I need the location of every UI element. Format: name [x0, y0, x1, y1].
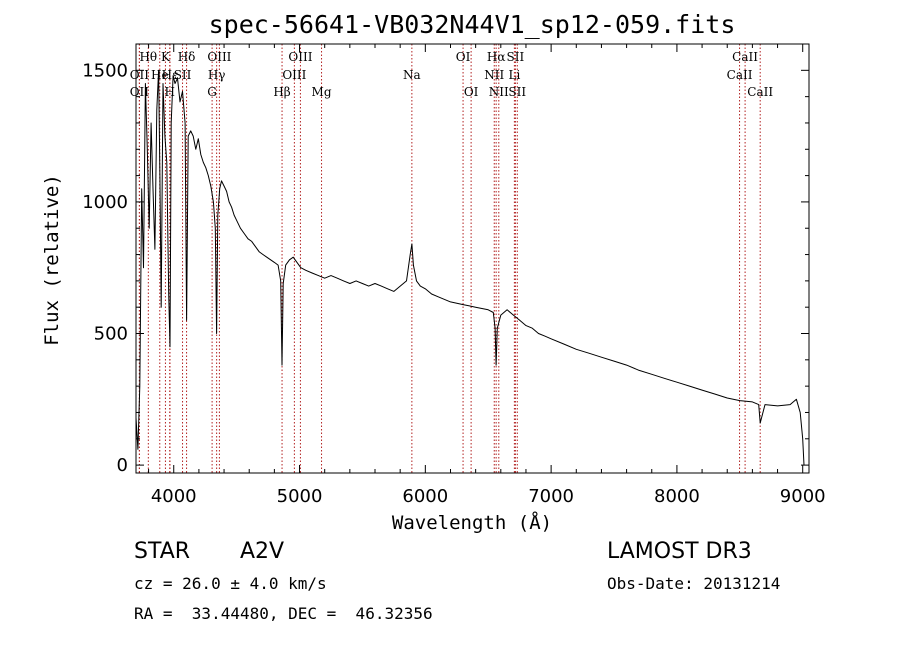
spectral-line-label: CaII — [732, 50, 758, 64]
chart-title: spec-56641-VB032N44V1_sp12-059.fits — [209, 10, 736, 39]
spectral-line-label: SII — [508, 85, 526, 99]
spectral-line-label: NII — [489, 85, 509, 99]
x-axis-ticks: 4000 5000 6000 7000 8000 9000 — [148, 44, 826, 507]
spectral-line-label: OII — [130, 85, 150, 99]
x-tick-label: 6000 — [402, 486, 448, 507]
spectrum-line — [135, 69, 805, 466]
spectral-line-label: Na — [403, 68, 421, 82]
plot-frame — [135, 43, 810, 474]
y-tick-label: 0 — [117, 455, 128, 476]
spectral-line-label: OII — [130, 68, 150, 82]
redshift-readout: cz = 26.0 ± 4.0 km/s — [134, 574, 327, 593]
spectral-line-markers — [138, 44, 761, 473]
spectral-line-label: Hδ — [178, 50, 196, 64]
y-axis-label: Flux (relative) — [41, 174, 63, 346]
x-tick-label: 8000 — [654, 486, 700, 507]
spectral-line-label: OI — [464, 85, 479, 99]
obs-date: Obs-Date: 20131214 — [607, 574, 781, 593]
y-tick-label: 500 — [94, 324, 128, 345]
spectral-line-label: Hγ — [208, 68, 226, 82]
y-tick-label: 1500 — [82, 60, 128, 81]
y-axis-ticks: 0 500 1000 1500 — [82, 43, 809, 476]
spectral-line-label: SII — [507, 50, 525, 64]
x-tick-label: 9000 — [780, 486, 826, 507]
spectral-line-label: H — [164, 85, 174, 99]
spectral-line-label: SII — [174, 68, 192, 82]
spectral-line-label: He — [151, 68, 169, 82]
x-tick-label: 5000 — [277, 486, 323, 507]
spectral-line-label: OI — [456, 50, 471, 64]
spectral-line-label: Mg — [312, 85, 332, 99]
x-tick-label: 7000 — [528, 486, 574, 507]
x-axis-label: Wavelength (Å) — [392, 511, 552, 534]
coordinates-readout: RA = 33.44480, DEC = 46.32356 — [134, 604, 433, 623]
spectral-line-label: G — [207, 85, 217, 99]
spectral-line-label: NII — [484, 68, 504, 82]
x-tick-label: 4000 — [151, 486, 197, 507]
spectral-line-label: Hβ — [273, 85, 290, 99]
spectral-line-label: Li — [508, 68, 520, 82]
spectral-line-label: OIII — [288, 50, 312, 64]
spectral-line-label: OIII — [207, 50, 231, 64]
spectral-line-label: CaII — [747, 85, 773, 99]
object-subclass: A2V — [240, 539, 285, 564]
spectral-line-label: Hθ — [139, 50, 157, 64]
y-tick-label: 1000 — [82, 192, 128, 213]
spectral-line-label: K — [161, 50, 171, 64]
spectral-line-label: Hα — [487, 50, 506, 64]
object-class: STAR — [134, 539, 191, 564]
survey-name: LAMOST DR3 — [607, 539, 752, 564]
spectrum-series — [135, 69, 805, 466]
spectral-line-label: CaII — [727, 68, 753, 82]
spectral-line-label: OIII — [282, 68, 306, 82]
